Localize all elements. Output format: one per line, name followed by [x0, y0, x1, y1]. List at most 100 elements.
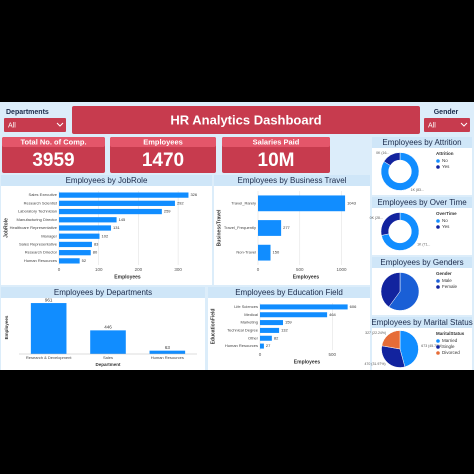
legend-label: Married [442, 338, 458, 343]
legend-label: Female [442, 284, 458, 289]
bar-value: 63 [165, 345, 171, 350]
kpi-label: Employees [143, 137, 183, 146]
kpi-value: 3959 [32, 150, 74, 171]
dropdown-arrow [460, 122, 468, 127]
x-tick-label: 100 [95, 267, 103, 272]
slice-label: 1K (83... [411, 188, 424, 192]
kpi-label-bg [2, 137, 105, 147]
legend-label: No [442, 158, 448, 163]
x-tick-label: 0 [259, 352, 262, 357]
bar [30, 303, 67, 354]
legend-swatch [436, 219, 440, 223]
panel-header [214, 175, 370, 186]
pie-slice [381, 330, 401, 350]
pie-slice [399, 330, 419, 368]
bar-value: 150 [273, 250, 280, 255]
bar-value: 27 [266, 343, 271, 348]
panel-title: Employees by Attrition [382, 138, 461, 147]
panel-header [1, 175, 212, 186]
x-tick-label: Human Resources [151, 355, 184, 360]
y-tick-label: Manufacturing Director [17, 217, 58, 222]
legend-swatch [436, 339, 440, 343]
bar [59, 225, 112, 231]
filter-value[interactable]: All [8, 122, 16, 129]
pie-slice [380, 272, 401, 308]
slice-label: 1K (71... [417, 243, 430, 247]
bar-value: 259 [164, 209, 171, 214]
panel-header [372, 257, 472, 268]
y-axis-label: BusinessTravel [216, 209, 222, 246]
y-tick-label: Travel_Frequently [224, 225, 256, 230]
filter-dropdown[interactable] [424, 118, 470, 132]
donut-slice [381, 212, 420, 251]
bar [260, 335, 272, 341]
filter-dropdown[interactable] [4, 118, 66, 132]
legend-swatch [436, 285, 440, 289]
panel-title: Employees by Education Field [235, 288, 343, 297]
legend-swatch [436, 351, 440, 355]
bar-value: 82 [274, 335, 279, 340]
x-tick-label: 200 [135, 267, 143, 272]
bar-value: 606 [350, 304, 357, 309]
x-axis-label: Employees [293, 274, 320, 280]
dropdown-arrow [56, 122, 64, 127]
x-tick-label: 1000 [336, 267, 347, 272]
donut-slice [380, 152, 420, 191]
bar [59, 208, 162, 215]
x-tick-label: 500 [329, 352, 337, 357]
x-axis-label: Department [95, 362, 121, 367]
y-tick-label: Life Sciences [234, 304, 258, 309]
y-tick-label: Medical [244, 312, 258, 317]
bar [59, 233, 100, 239]
bar-value: 277 [283, 225, 290, 230]
y-tick-label: Healthcare Representative [10, 225, 58, 230]
x-tick-label: Research & Development [26, 355, 72, 360]
bar-value: 131 [113, 225, 120, 230]
bar [260, 312, 328, 318]
donut-slice [383, 152, 401, 166]
legend-title: MaritalStatus [436, 331, 465, 336]
y-tick-label: Sales Executive [29, 192, 58, 197]
panel-title: Employees by Departments [54, 288, 152, 297]
bar-value: 446 [104, 325, 112, 330]
y-axis-label: Employees [4, 315, 9, 339]
bar [260, 320, 283, 326]
y-tick-label: Non-Travel [236, 250, 256, 255]
filter-value[interactable]: All [428, 122, 436, 129]
kpi-label-bg [110, 137, 216, 147]
x-tick-label: 300 [174, 267, 182, 272]
bar [59, 258, 80, 264]
y-tick-label: Other [248, 335, 259, 340]
bar [59, 200, 175, 206]
bar [260, 343, 264, 349]
bar [59, 250, 91, 256]
filter-label-bg [2, 106, 68, 116]
filter-label: Departments [6, 109, 49, 116]
bar [258, 195, 346, 212]
y-tick-label: Technical Degree [227, 327, 259, 332]
kpi-label-bg [222, 137, 330, 147]
y-tick-label: Manager [41, 233, 57, 238]
legend-swatch [436, 279, 440, 283]
bar-value: 102 [102, 233, 109, 238]
slice-label: 0K (16... [376, 151, 389, 155]
dashboard-title: HR Analytics Dashboard [170, 112, 321, 127]
bar [59, 192, 189, 198]
pie-slice [388, 272, 420, 311]
bar [59, 241, 92, 248]
slice-label: 673 (45.78%) [421, 344, 442, 348]
title-banner [72, 106, 420, 134]
x-tick-label: 0 [58, 267, 61, 272]
bar-value: 83 [94, 242, 99, 247]
pie-slice [381, 345, 406, 368]
bar [258, 244, 271, 261]
kpi-label: Salaries Paid [253, 137, 300, 146]
slice-label: 470 (31.97%) [364, 362, 385, 366]
bar-value: 80 [93, 250, 98, 255]
legend-label: No [442, 218, 448, 223]
donut-slice [380, 212, 401, 236]
bar-value: 1043 [347, 200, 357, 205]
bar-value: 145 [119, 217, 126, 222]
bar-value: 464 [329, 312, 336, 317]
panel-header [1, 287, 205, 298]
